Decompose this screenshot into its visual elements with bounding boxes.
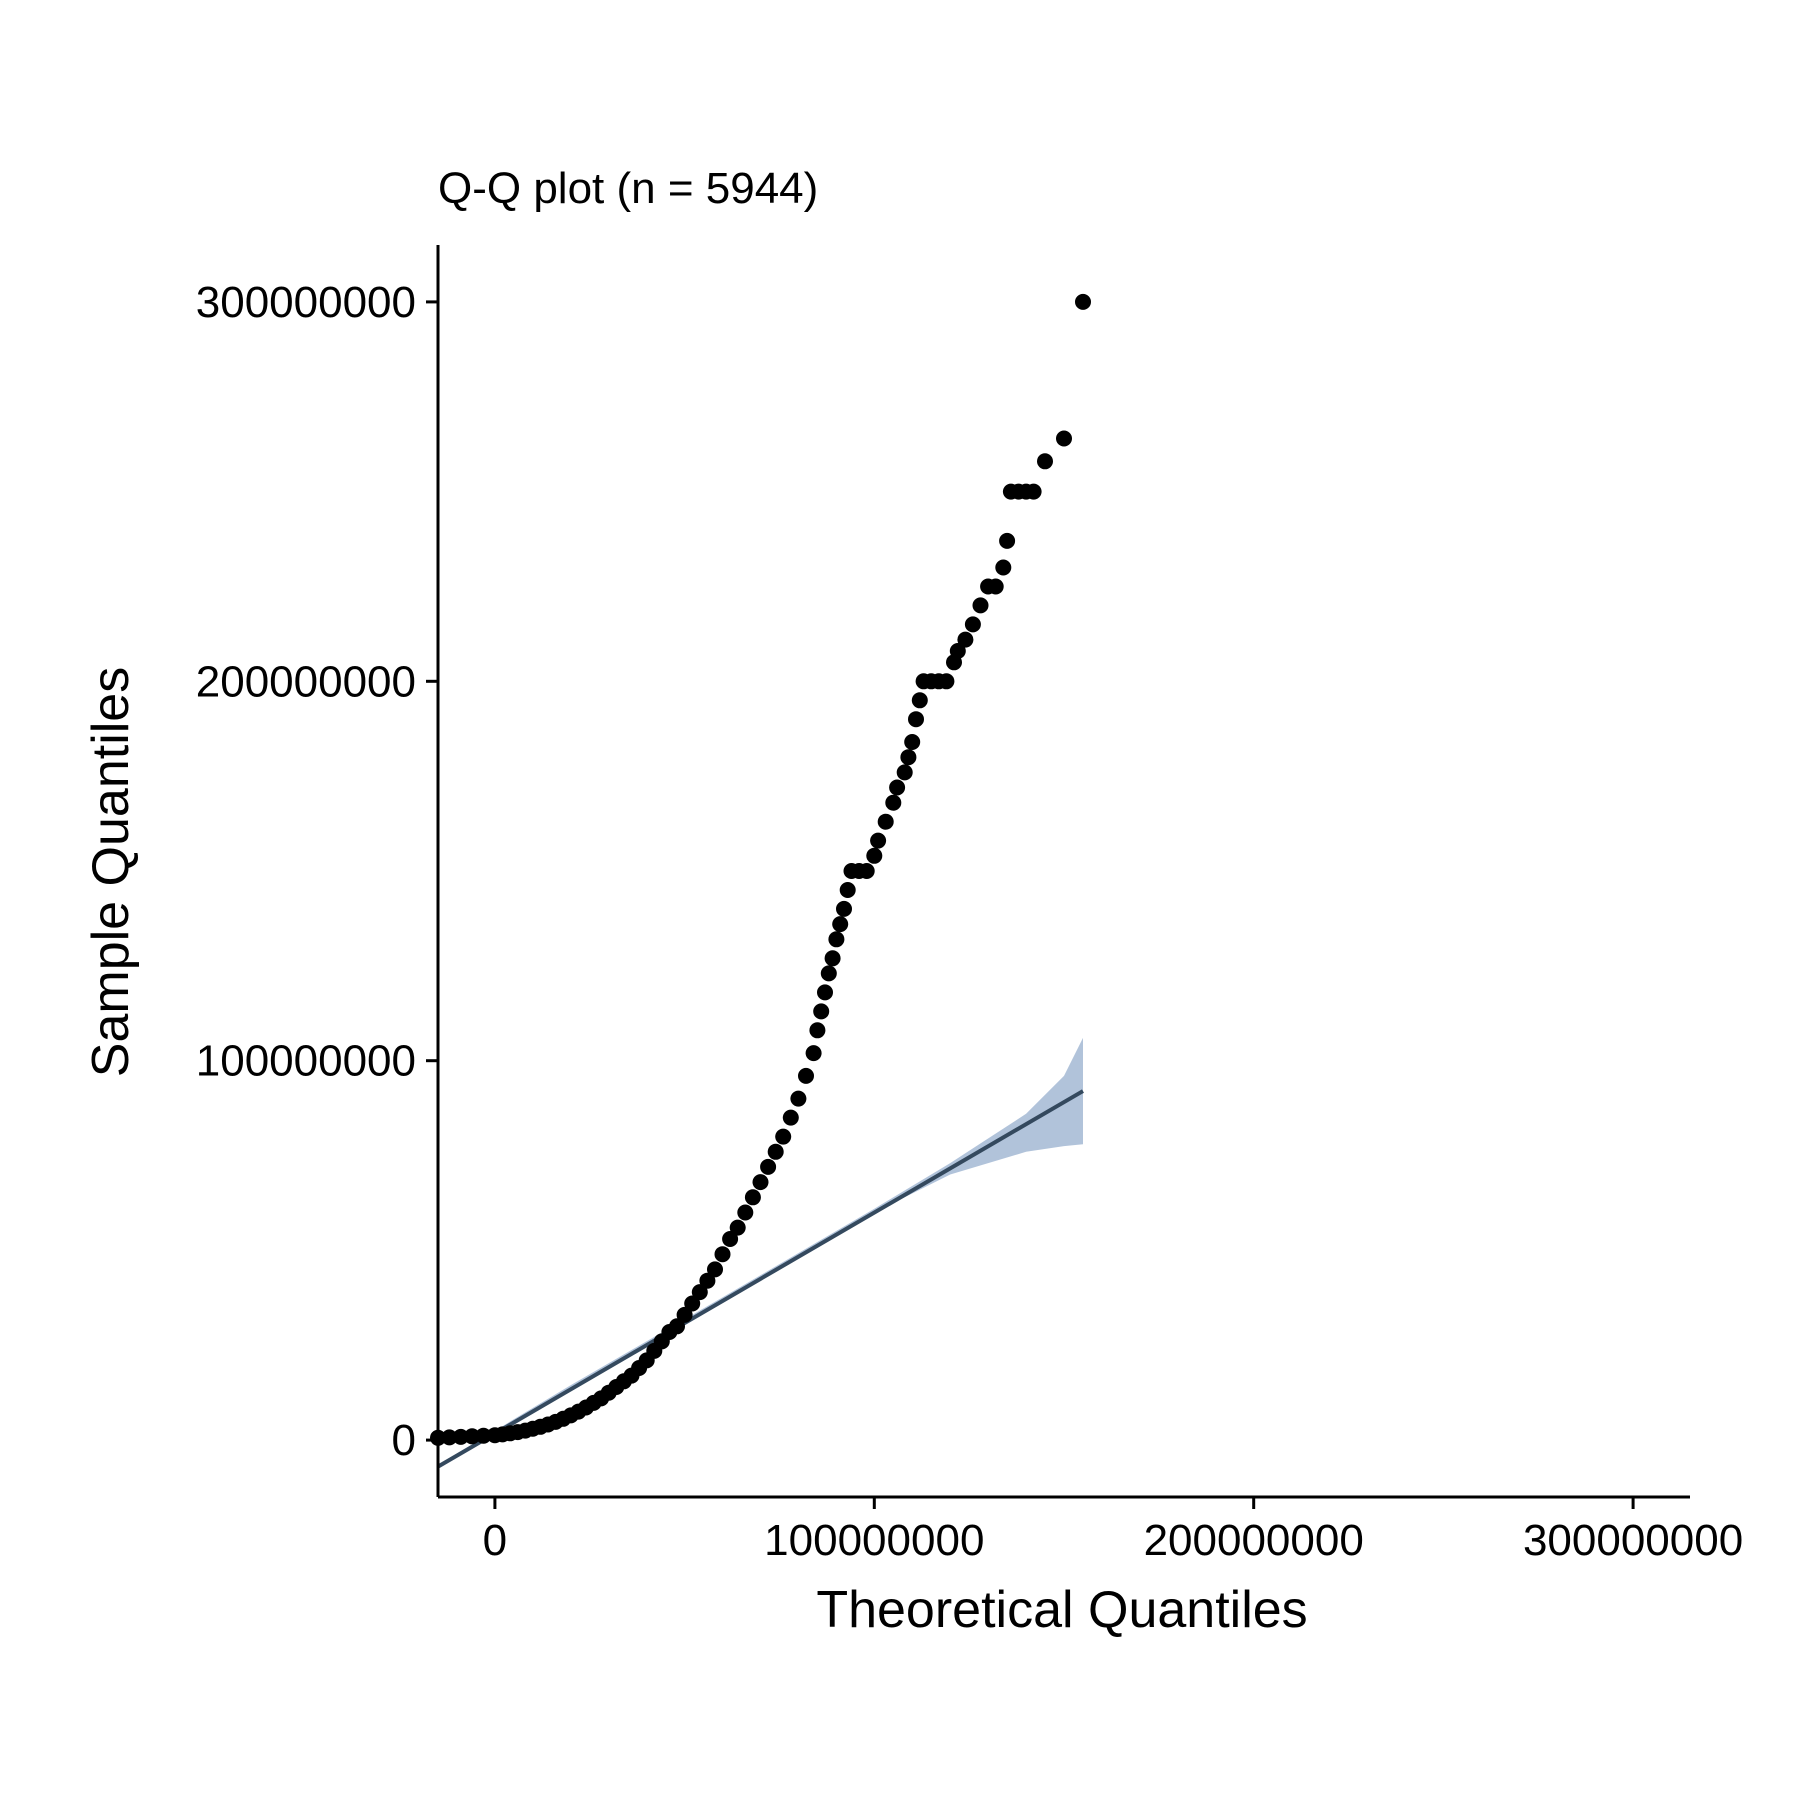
chart-title: Q-Q plot (n = 5944) [438,164,818,213]
data-point [475,1427,492,1444]
y-axis-title: Sample Quantiles [82,667,140,1077]
confidence-band-layer [438,1037,1083,1469]
data-point [832,916,849,933]
data-point [900,749,917,766]
data-point [995,559,1012,576]
data-point [866,847,883,864]
x-tick-label: 300000000 [1523,1516,1743,1565]
data-point [817,984,833,1001]
data-point [949,643,966,659]
y-tick-label: 200000000 [196,657,416,706]
data-point [957,631,974,648]
data-point [805,1045,822,1062]
data-point [858,863,875,879]
data-point [669,1318,685,1335]
data-point [707,1261,723,1278]
data-point [752,1174,769,1191]
data-point [877,813,894,830]
x-tick-label: 200000000 [1144,1516,1364,1565]
reference-line-layer [436,1089,1084,1469]
confidence-band [438,1037,1083,1469]
data-point [441,1429,458,1446]
data-point [691,1284,708,1301]
data-point [699,1272,716,1289]
data-point [1075,293,1091,310]
data-point [452,1428,469,1445]
data-point [1025,483,1042,500]
data-point [714,1246,731,1263]
x-axis-title: Theoretical Quantiles [816,1581,1307,1639]
data-point [824,950,841,967]
data-point [767,1143,784,1160]
data-point [870,832,887,849]
data-point [904,734,921,750]
data-point [744,1189,761,1206]
data-point [828,931,845,948]
data-point [911,692,928,709]
y-tick-label: 0 [392,1416,416,1465]
data-point [722,1231,739,1247]
data-point [729,1219,746,1236]
reference-line [436,1089,1084,1469]
data-point [896,764,913,781]
data-point [813,1003,830,1020]
data-point [987,578,1004,595]
data-point [836,900,852,917]
data-point [760,1158,777,1175]
data-point [684,1295,701,1312]
data-point [790,1090,807,1107]
axes-layer: 0 100000000 200000000 300000000 0 100000000 20… [196,245,1743,1565]
data-point [820,965,837,982]
y-tick-label: 100000000 [196,1037,416,1086]
data-point [938,673,955,690]
x-tick-label: 0 [483,1516,507,1565]
data-point [782,1109,799,1126]
data-point [798,1067,814,1084]
data-point [908,711,924,728]
data-points-layer [430,293,1091,1446]
data-point [839,882,856,898]
data-point [889,779,906,796]
data-point [964,616,981,633]
data-point [737,1204,754,1221]
data-point [1056,430,1072,447]
data-point [999,532,1016,549]
data-point [775,1128,792,1145]
data-point [972,597,989,614]
data-point [1037,453,1053,470]
y-tick-label: 300000000 [196,278,416,327]
x-tick-label: 100000000 [764,1516,984,1565]
data-point [676,1306,693,1323]
data-point [809,1022,826,1039]
data-point [885,794,902,811]
data-point [464,1428,481,1445]
